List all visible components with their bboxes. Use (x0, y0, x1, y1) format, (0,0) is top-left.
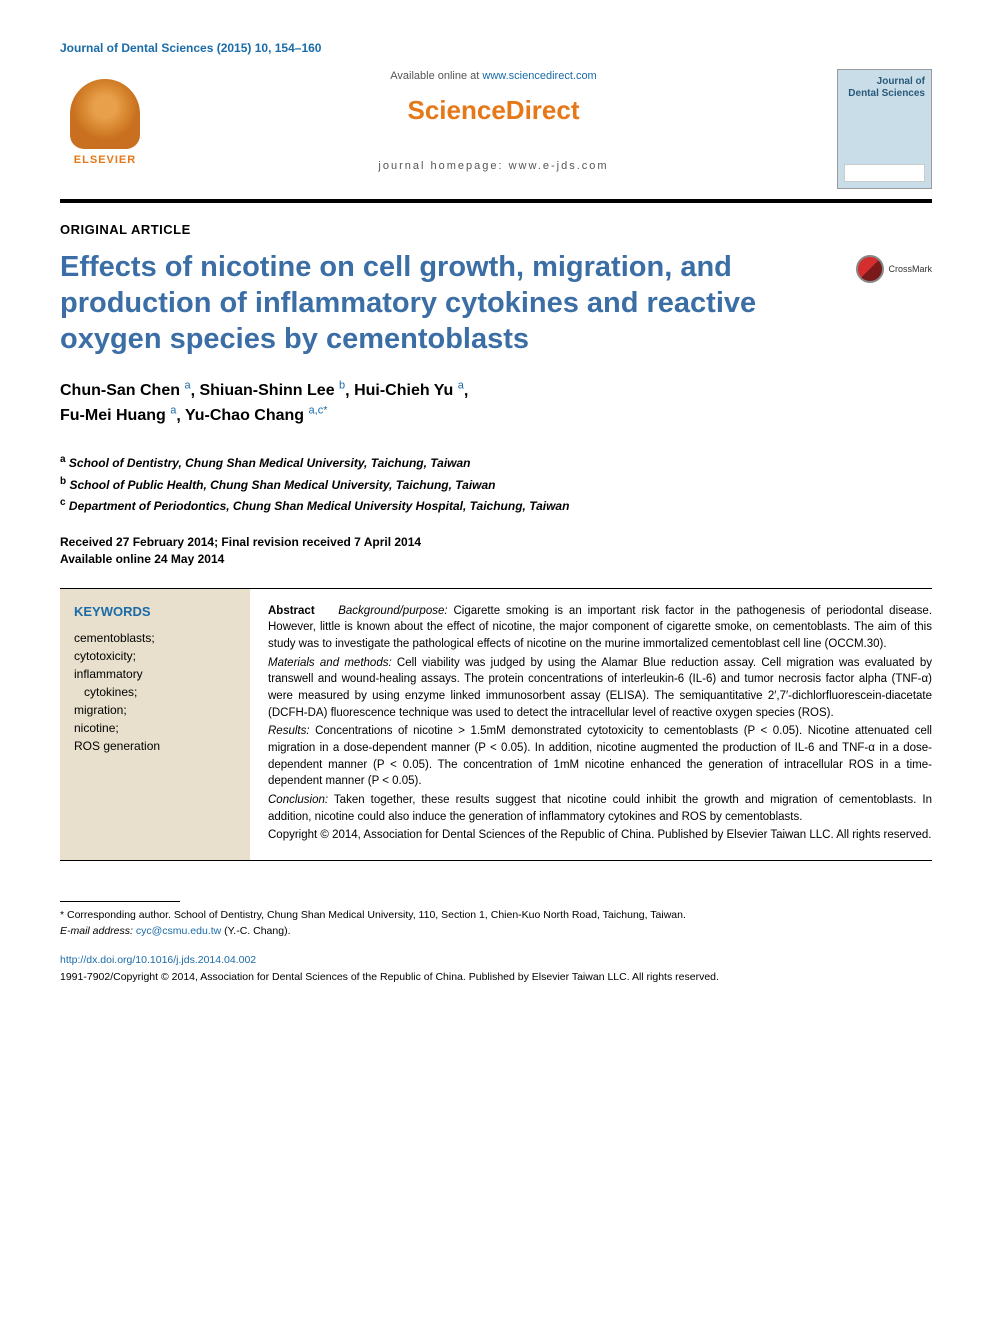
doi-link-row: http://dx.doi.org/10.1016/j.jds.2014.04.… (60, 953, 932, 968)
elsevier-label: ELSEVIER (74, 153, 136, 168)
keyword: migration; (74, 701, 236, 719)
author: Yu-Chao Chang a,c* (185, 407, 328, 424)
doi-link[interactable]: http://dx.doi.org/10.1016/j.jds.2014.04.… (60, 954, 256, 966)
crossmark-icon (856, 255, 884, 283)
email-label: E-mail address: (60, 925, 133, 937)
affiliation: a School of Dentistry, Chung Shan Medica… (60, 452, 932, 473)
affiliation: b School of Public Health, Chung Shan Me… (60, 474, 932, 495)
header-center: Available online at www.sciencedirect.co… (150, 69, 837, 174)
corresponding-author-footnote: * Corresponding author. School of Dentis… (60, 908, 932, 940)
keywords-list: cementoblasts; cytotoxicity; inflammator… (74, 629, 236, 755)
author: Hui-Chieh Yu a (354, 382, 464, 399)
keyword: inflammatory (74, 665, 236, 683)
abstract-box: Abstract Background/purpose: Cigarette s… (250, 589, 932, 860)
keyword: cytotoxicity; (74, 647, 236, 665)
results-text: Concentrations of nicotine > 1.5mM demon… (268, 725, 932, 787)
results-label: Results: (268, 725, 310, 737)
keyword: ROS generation (74, 737, 236, 755)
available-online: Available online at www.sciencedirect.co… (170, 69, 817, 84)
conclusion-label: Conclusion: (268, 794, 328, 806)
journal-homepage-label: journal homepage: www.e-jds.com (170, 159, 817, 174)
journal-cover-footer-graphic (844, 164, 925, 182)
article-title: Effects of nicotine on cell growth, migr… (60, 249, 836, 358)
received-date: Received 27 February 2014; Final revisio… (60, 534, 932, 551)
online-date: Available online 24 May 2014 (60, 551, 932, 568)
keyword: cementoblasts; (74, 629, 236, 647)
author: Chun-San Chen a (60, 382, 191, 399)
journal-cover-thumbnail[interactable]: Journal of Dental Sciences (837, 69, 932, 189)
author-list: Chun-San Chen a, Shiuan-Shinn Lee b, Hui… (60, 378, 932, 429)
bottom-copyright: 1991-7902/Copyright © 2014, Association … (60, 970, 932, 985)
affiliation-list: a School of Dentistry, Chung Shan Medica… (60, 452, 932, 516)
author: Shiuan-Shinn Lee b (199, 382, 345, 399)
elsevier-logo[interactable]: ELSEVIER (60, 69, 150, 169)
title-row: Effects of nicotine on cell growth, migr… (60, 249, 932, 378)
header-divider (60, 199, 932, 203)
elsevier-tree-icon (70, 79, 140, 149)
footnote-divider (60, 901, 180, 902)
keywords-abstract-row: KEYWORDS cementoblasts; cytotoxicity; in… (60, 588, 932, 861)
keywords-box: KEYWORDS cementoblasts; cytotoxicity; in… (60, 589, 250, 860)
crossmark-badge[interactable]: CrossMark (856, 255, 932, 283)
conclusion-text: Taken together, these results suggest th… (268, 794, 932, 823)
keyword: nicotine; (74, 719, 236, 737)
journal-citation: Journal of Dental Sciences (2015) 10, 15… (60, 40, 932, 57)
author: Fu-Mei Huang a (60, 407, 176, 424)
article-type-label: ORIGINAL ARTICLE (60, 221, 932, 239)
email-suffix: (Y.-C. Chang). (224, 925, 290, 937)
article-dates: Received 27 February 2014; Final revisio… (60, 534, 932, 568)
corresponding-text: * Corresponding author. School of Dentis… (60, 908, 932, 924)
abstract-label: Abstract (268, 605, 315, 617)
methods-label: Materials and methods: (268, 657, 392, 669)
background-label: Background/purpose: (338, 605, 447, 617)
header-banner: ELSEVIER Available online at www.science… (60, 69, 932, 189)
sciencedirect-url-link[interactable]: www.sciencedirect.com (482, 70, 596, 82)
crossmark-label: CrossMark (888, 263, 932, 276)
abstract-copyright: Copyright © 2014, Association for Dental… (268, 827, 932, 844)
affiliation: c Department of Periodontics, Chung Shan… (60, 495, 932, 516)
sciencedirect-logo[interactable]: ScienceDirect (170, 92, 817, 128)
journal-cover-title: Journal of Dental Sciences (844, 76, 925, 100)
keyword: cytokines; (74, 683, 236, 701)
keywords-heading: KEYWORDS (74, 603, 236, 621)
email-link[interactable]: cyc@csmu.edu.tw (136, 925, 221, 937)
